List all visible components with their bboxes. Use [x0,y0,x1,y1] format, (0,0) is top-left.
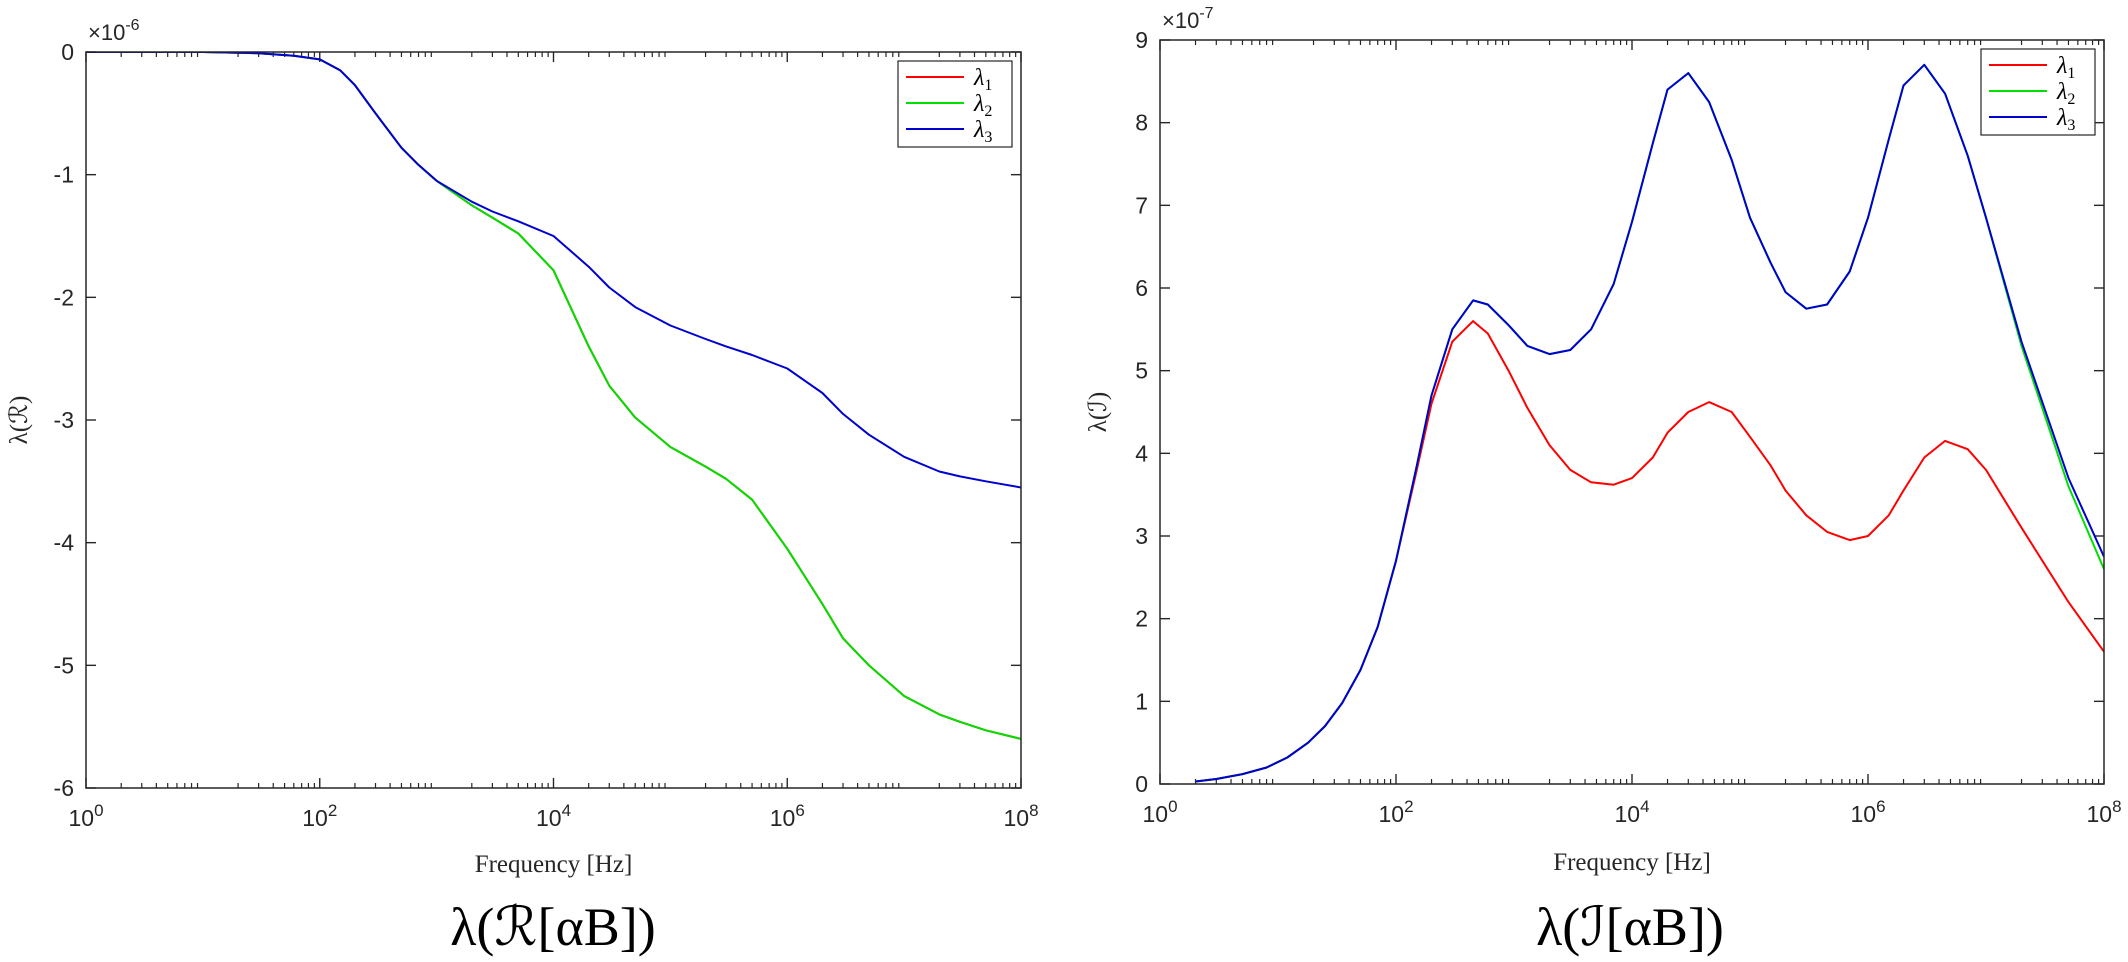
y-tick-label: 3 [1135,523,1148,549]
y-tick-label: 4 [1135,440,1148,466]
y-tick-label: 9 [1135,27,1148,53]
series-line-λ1 [1195,320,2104,783]
y-tick-label: -2 [54,284,74,310]
x-axis-label: Frequency [Hz] [1553,849,1711,876]
x-tick-label: 106 [1850,797,1885,827]
series-line-λ2 [1195,63,2104,783]
y-tick-label: 8 [1135,110,1148,136]
y-tick-label: -5 [54,652,74,678]
x-tick-label: 100 [1142,797,1177,827]
x-tick-label: 104 [536,801,571,831]
series-line-λ3 [86,52,1021,489]
y-multiplier: ×10-6 [88,17,140,45]
legend-entry: λ3 [2056,105,2075,134]
series-line-λ2 [86,52,1021,740]
y-tick-label: 6 [1135,275,1148,301]
axes-frame [85,51,1022,789]
legend-entry: λ2 [973,91,992,120]
legend-entry: λ3 [973,117,992,146]
y-axis-label: λ(ℛ) [6,396,33,445]
y-multiplier: ×10-7 [1162,5,1214,33]
x-tick-label: 108 [2086,797,2121,827]
chart-caption: λ(ℐ[αB]) [1536,897,1724,957]
y-tick-label: -6 [54,775,74,801]
series-line-λ3 [1195,63,2104,783]
y-tick-label: 5 [1135,358,1148,384]
y-axis-label: λ(ℐ) [1085,392,1112,433]
y-tick-label: -3 [54,407,74,433]
series-line-λ1 [86,52,1021,740]
y-tick-label: 0 [1135,771,1148,797]
legend-entry: λ1 [2056,53,2075,82]
x-tick-label: 102 [302,801,337,831]
x-tick-label: 102 [1378,797,1413,827]
legend-entry: λ1 [973,65,992,94]
x-tick-label: 106 [770,801,805,831]
y-tick-label: -4 [54,530,75,556]
y-tick-label: -1 [54,162,74,188]
x-axis-label: Frequency [Hz] [475,851,633,878]
series-lines [1195,63,2104,783]
y-tick-label: 1 [1135,688,1148,714]
y-tick-label: 7 [1135,192,1148,218]
x-tick-label: 100 [68,801,103,831]
y-tick-label: 2 [1135,606,1148,632]
x-tick-label: 108 [1003,801,1038,831]
y-tick-label: 0 [61,39,74,65]
x-tick-label: 104 [1614,797,1649,827]
axes-frame [1159,39,2105,785]
legend-entry: λ2 [2056,79,2075,108]
series-lines [86,52,1021,740]
chart-caption: λ(ℛ[αB]) [450,897,656,957]
